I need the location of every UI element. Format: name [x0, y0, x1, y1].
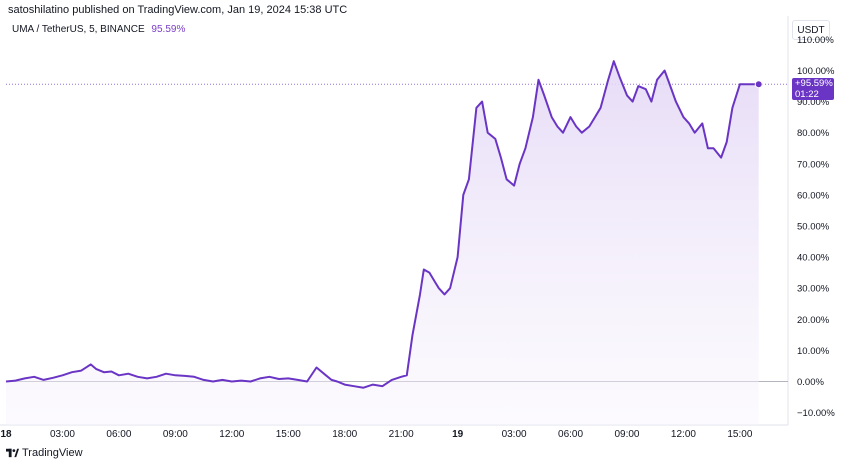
last-price-value: +95.59%	[795, 78, 833, 89]
x-tick-label: 09:00	[614, 429, 639, 440]
symbol-legend: UMA / TetherUS, 5, BINANCE 95.59%	[12, 24, 185, 35]
currency-selector[interactable]: USDT	[792, 20, 830, 40]
x-tick-label: 12:00	[219, 429, 244, 440]
x-tick-label: 03:00	[502, 429, 527, 440]
last-price-badge: +95.59% 01:22	[792, 78, 834, 100]
x-tick-label: 15:00	[276, 429, 301, 440]
x-tick-label: 06:00	[558, 429, 583, 440]
y-tick-label: 70.00%	[797, 159, 830, 170]
tradingview-logo-icon	[6, 448, 19, 458]
price-line	[5, 60, 759, 389]
y-tick-label: 50.00%	[797, 222, 830, 233]
tradingview-logo[interactable]: TradingView	[6, 446, 83, 459]
y-tick-label: 110.00%	[797, 35, 834, 46]
x-tick-label: 18	[0, 429, 12, 440]
x-tick-label: 09:00	[163, 429, 188, 440]
x-tick-label: 21:00	[389, 429, 414, 440]
last-point-marker	[754, 80, 763, 89]
y-tick-label: 100.00%	[797, 66, 835, 77]
y-tick-label: 90.00%	[797, 97, 830, 108]
y-tick-label: 10.00%	[797, 346, 830, 357]
y-axis: −10.00% 0.00% 10.00% 20.00% 30.00% 40.00% 50.0…	[797, 35, 835, 419]
y-tick-label: 0.00%	[797, 377, 824, 388]
publisher-caption: satoshilatino published on TradingView.c…	[8, 4, 348, 16]
y-tick-label: 30.00%	[797, 284, 830, 295]
y-tick-label: 80.00%	[797, 128, 830, 139]
y-tick-label: −10.00%	[797, 408, 835, 419]
x-tick-label: 19	[452, 429, 464, 440]
x-tick-label: 06:00	[106, 429, 131, 440]
y-tick-label: 60.00%	[797, 190, 830, 201]
x-tick-label: 15:00	[727, 429, 752, 440]
y-tick-label: 20.00%	[797, 315, 830, 326]
x-tick-label: 03:00	[50, 429, 75, 440]
x-tick-label: 18:00	[332, 429, 357, 440]
x-tick-label: 12:00	[671, 429, 696, 440]
symbol-title: UMA / TetherUS, 5, BINANCE	[12, 24, 145, 35]
price-area	[6, 61, 759, 425]
x-axis: 18 03:00 06:00 09:00 12:00 15:00 18:00 21:00 19 0…	[0, 429, 752, 440]
symbol-change: 95.59%	[151, 24, 186, 35]
y-tick-label: 40.00%	[797, 253, 830, 264]
tradingview-brand: TradingView	[22, 446, 83, 459]
last-price-countdown: 01:22	[795, 89, 819, 100]
